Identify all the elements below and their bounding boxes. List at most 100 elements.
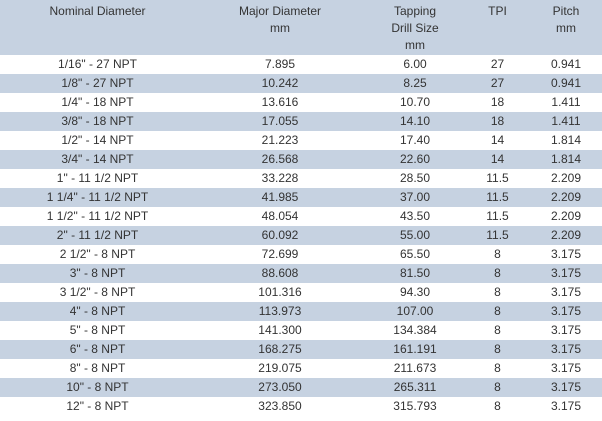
table-cell: 141.300	[258, 323, 302, 337]
table-cell: 1/8" - 27 NPT	[0, 74, 195, 93]
table-cell: 11.5	[486, 171, 509, 185]
table-cell: 26.568	[195, 150, 365, 169]
table-cell: 81.50	[365, 264, 465, 283]
table-cell: 6.00	[403, 57, 427, 71]
table-cell: 211.673	[393, 361, 437, 375]
table-cell: 161.191	[365, 340, 465, 359]
table-cell: 1" - 11 1/2 NPT	[56, 171, 139, 185]
table-cell: 2.209	[530, 226, 602, 245]
table-cell: 33.228	[261, 171, 299, 185]
table-cell: 107.00	[365, 302, 465, 321]
table-cell: 4" - 8 NPT	[0, 302, 195, 321]
table-cell: 323.850	[258, 399, 302, 413]
table-row: 1/16" - 27 NPT 7.895 6.00 27 0.941	[0, 55, 602, 74]
header-cell: Nominal Diameter	[0, 0, 195, 55]
table-cell: 7.895	[264, 57, 296, 71]
table-cell: 27	[490, 57, 505, 71]
table-cell: 72.699	[261, 247, 299, 261]
table-row: 10" - 8 NPT 273.050 265.311 8 3.175	[0, 378, 602, 397]
table-cell: 18	[490, 95, 505, 109]
table-row: 4" - 8 NPT 113.973 107.00 8 3.175	[0, 302, 602, 321]
table-cell: 2 1/2" - 8 NPT	[59, 247, 136, 261]
table-row: 1 1/4" - 11 1/2 NPT 41.985 37.00 11.5 2.209	[0, 188, 602, 207]
table-cell: 8	[494, 323, 501, 337]
table-cell: 3.175	[530, 378, 602, 397]
table-cell: 18	[465, 112, 530, 131]
table-cell: 3.175	[530, 264, 602, 283]
table-cell: 168.275	[195, 340, 365, 359]
header-text: TPI	[488, 4, 507, 18]
table-cell: 2.209	[530, 188, 602, 207]
table-cell: 11.5	[465, 188, 530, 207]
table-cell: 48.054	[261, 209, 299, 223]
table-row: 1/2" - 14 NPT 21.223 17.40 14 1.814	[0, 131, 602, 150]
table-cell: 315.793	[393, 399, 437, 413]
table-cell: 8	[494, 247, 501, 261]
table-cell: 11.5	[486, 209, 509, 223]
table-cell: 14	[490, 133, 505, 147]
header-text: Drill Size	[391, 21, 439, 35]
table-cell: 3.175	[530, 340, 602, 359]
header-text: Pitch	[552, 4, 580, 18]
header-cell: Major Diameter mm	[195, 0, 365, 55]
table-cell: 8	[494, 285, 501, 299]
table-cell: 2.209	[550, 209, 582, 223]
table-cell: 8	[494, 361, 501, 375]
table-cell: 17.055	[195, 112, 365, 131]
header-text: Nominal Diameter	[49, 4, 146, 18]
table-cell: 65.50	[399, 247, 431, 261]
table-cell: 12" - 8 NPT	[66, 399, 129, 413]
table-cell: 219.075	[258, 361, 302, 375]
table-cell: 1.411	[530, 112, 602, 131]
table-cell: 22.60	[365, 150, 465, 169]
table-row: 1/8" - 27 NPT 10.242 8.25 27 0.941	[0, 74, 602, 93]
header-text: mm	[270, 21, 290, 35]
header-cell: TPI	[465, 0, 530, 55]
table-cell: 3.175	[530, 302, 602, 321]
header-text: mm	[556, 21, 576, 35]
table-cell: 2.209	[550, 171, 582, 185]
table-cell: 3" - 8 NPT	[0, 264, 195, 283]
table-row: 3/8" - 18 NPT 17.055 14.10 18 1.411	[0, 112, 602, 131]
table-cell: 265.311	[365, 378, 465, 397]
table-cell: 13.616	[261, 95, 299, 109]
table-row: 8" - 8 NPT 219.075 211.673 8 3.175	[0, 359, 602, 378]
table-cell: 17.40	[399, 133, 431, 147]
table-cell: 21.223	[261, 133, 299, 147]
table-row: 1 1/2" - 11 1/2 NPT 48.054 43.50 11.5 2.209	[0, 207, 602, 226]
table-cell: 10.242	[195, 74, 365, 93]
header-text: mm	[405, 38, 425, 52]
table-cell: 1/4" - 18 NPT	[61, 95, 134, 109]
header-cell: Tapping Drill Size mm	[365, 0, 465, 55]
table-row: 1/4" - 18 NPT 13.616 10.70 18 1.411	[0, 93, 602, 112]
table-cell: 1/2" - 14 NPT	[61, 133, 134, 147]
table-cell: 94.30	[399, 285, 431, 299]
table-cell: 14	[465, 150, 530, 169]
header-text: Major Diameter	[238, 4, 322, 18]
table-cell: 2" - 11 1/2 NPT	[0, 226, 195, 245]
table-cell: 55.00	[365, 226, 465, 245]
table-cell: 3 1/2" - 8 NPT	[59, 285, 136, 299]
table-row: 5" - 8 NPT 141.300 134.384 8 3.175	[0, 321, 602, 340]
table-cell: 14.10	[365, 112, 465, 131]
table-body: 1/16" - 27 NPT 7.895 6.00 27 0.941 1/8" - 27 …	[0, 55, 602, 416]
table-row: 6" - 8 NPT 168.275 161.191 8 3.175	[0, 340, 602, 359]
table-cell: 27	[465, 74, 530, 93]
table-cell: 6" - 8 NPT	[0, 340, 195, 359]
table-cell: 8" - 8 NPT	[69, 361, 126, 375]
table-cell: 3.175	[550, 361, 582, 375]
table-cell: 1 1/4" - 11 1/2 NPT	[0, 188, 195, 207]
table-cell: 8	[465, 302, 530, 321]
table-cell: 37.00	[365, 188, 465, 207]
table-cell: 8	[494, 399, 501, 413]
table-cell: 3.175	[550, 247, 582, 261]
table-cell: 60.092	[195, 226, 365, 245]
table-cell: 113.973	[195, 302, 365, 321]
table-cell: 8	[465, 264, 530, 283]
table-cell: 3/4" - 14 NPT	[0, 150, 195, 169]
table-cell: 8	[465, 340, 530, 359]
table-row: 2 1/2" - 8 NPT 72.699 65.50 8 3.175	[0, 245, 602, 264]
header-row: Nominal Diameter Major Diameter mm Tapping D…	[0, 0, 602, 55]
